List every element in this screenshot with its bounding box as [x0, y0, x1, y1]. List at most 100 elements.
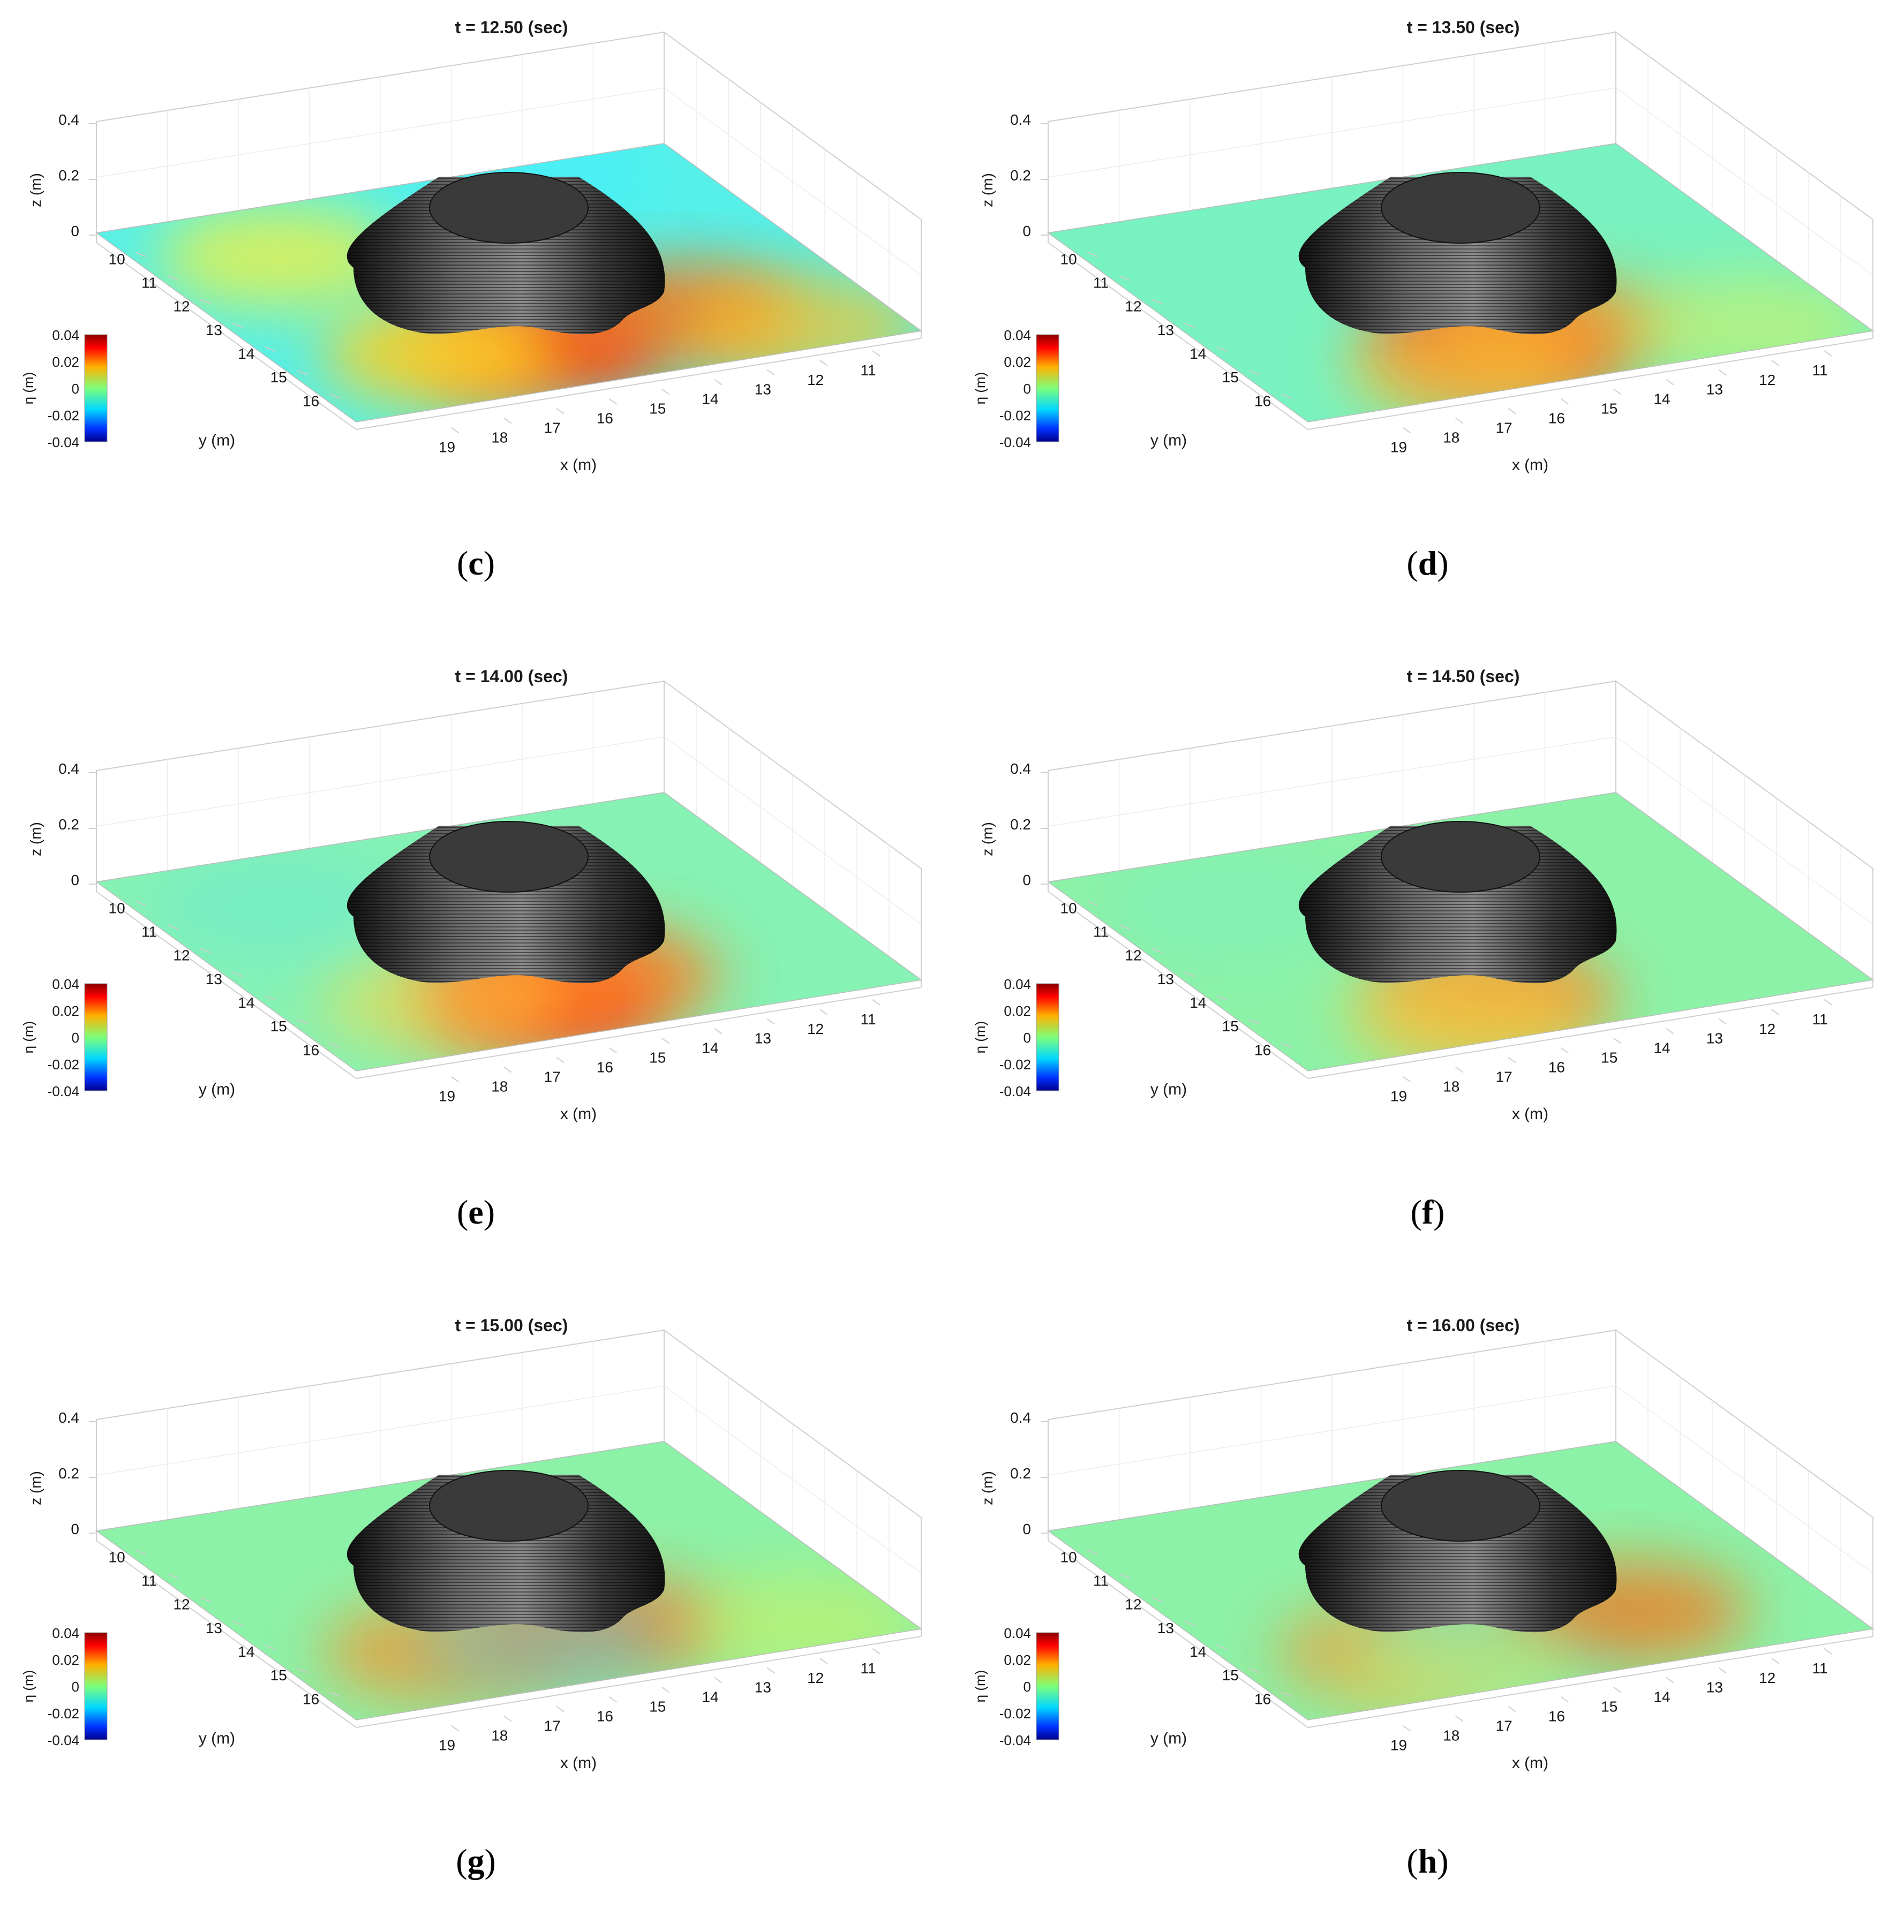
x-tick: [1508, 1705, 1516, 1712]
y-tick-label: 11: [1093, 274, 1109, 291]
surface-plot-e: t = 14.00 (sec)0.40.20z (m)1011121314151…: [20, 667, 922, 1123]
z-axis-label: z (m): [979, 173, 996, 207]
plane-edge: [1047, 143, 1874, 422]
colorbar-label: η (m): [972, 1670, 988, 1703]
x-tick-label: 18: [1443, 1078, 1459, 1095]
colorbar-tick-label: -0.02: [48, 1056, 79, 1073]
x-tick: [766, 369, 775, 376]
y-axis: 10 11 12 13 14 15 16 y (m): [109, 251, 341, 449]
y-tick: [1281, 1692, 1292, 1697]
y-tick: [1119, 924, 1131, 930]
x-tick-label: 12: [807, 1670, 824, 1686]
panel-label: (c): [0, 544, 952, 583]
z-tick-label: 0.4: [58, 760, 79, 777]
y-tick-label: 16: [303, 1691, 319, 1707]
y-tick: [135, 1550, 147, 1556]
y-tick: [297, 1019, 308, 1025]
x-tick-label: 17: [544, 1069, 561, 1085]
colorbar-label: η (m): [20, 1021, 36, 1054]
y-tick-label: 15: [1222, 369, 1239, 386]
x-tick: [1718, 1018, 1727, 1025]
conical-island: [347, 172, 665, 335]
x-tick-label: 18: [491, 429, 508, 446]
x-tick: [766, 1018, 775, 1025]
colorbar-tick-label: 0.04: [1004, 976, 1031, 992]
elevation-blob: [1343, 968, 1589, 1069]
y-tick: [1184, 971, 1195, 977]
y-tick: [1281, 1043, 1292, 1048]
colorbar-tick-label: -0.04: [48, 434, 79, 450]
panel-label-letter: h: [1418, 1842, 1438, 1880]
x-tick: [1824, 999, 1832, 1006]
colorbar-scale: [84, 334, 108, 442]
island-top: [429, 821, 589, 893]
plane-edge: [95, 1441, 922, 1720]
y-tick: [1119, 1573, 1131, 1579]
panel-label-open: (: [456, 544, 469, 582]
z-tick-label: 0.2: [58, 1465, 79, 1482]
y-tick: [297, 370, 308, 376]
x-tick-label: 11: [860, 1660, 876, 1677]
x-tick-label: 18: [491, 1727, 508, 1744]
conical-island: [347, 1470, 665, 1633]
x-tick-label: 15: [1601, 1050, 1617, 1066]
x-tick: [1560, 398, 1569, 405]
x-tick-label: 17: [1496, 1718, 1512, 1734]
colorbar-tick-label: 0: [72, 1679, 79, 1695]
panel-label-close: ): [1437, 1842, 1449, 1880]
x-tick-label: 11: [1812, 1660, 1827, 1677]
y-tick-label: 16: [303, 393, 319, 409]
z-axis: 0.4 0.2 0 z (m): [979, 760, 1048, 888]
grid-line: [96, 736, 922, 925]
y-tick-label: 14: [1190, 994, 1206, 1011]
y-tick-label: 14: [238, 1643, 254, 1660]
plane-edge: [95, 792, 922, 1071]
y-tick-label: 15: [270, 1667, 287, 1684]
z-tick-label: 0.4: [58, 111, 79, 128]
y-tick: [1152, 299, 1163, 305]
colorbar-tick-label: 0.02: [52, 1652, 79, 1668]
colorbar-tick-label: -0.02: [999, 1705, 1031, 1722]
panel-h: t = 16.00 (sec) 0.4 0.2 0 z (m) 10 11 12 13 14 15 1…: [952, 1298, 1903, 1932]
axis-front-edge: [1048, 242, 1873, 431]
y-tick: [329, 394, 341, 399]
panel-label: (g): [0, 1842, 952, 1881]
y-tick-label: 12: [173, 1596, 190, 1613]
y-tick: [200, 299, 212, 305]
colorbar-scale: [1036, 334, 1059, 442]
colorbar: 0.04 0.02 0 -0.02 -0.04 η (m): [972, 327, 1059, 450]
colorbar-tick-label: -0.04: [48, 1083, 79, 1099]
y-axis-label: y (m): [199, 432, 235, 449]
x-tick: [556, 1056, 565, 1063]
x-tick-label: 12: [1759, 372, 1775, 388]
x-tick-label: 16: [597, 1708, 613, 1725]
colorbar-scale: [1036, 1632, 1059, 1740]
elevation-blob: [680, 1574, 921, 1676]
panel-label-close: ): [483, 544, 495, 582]
elevation-blob: [321, 952, 568, 1053]
x-axis-label: x (m): [560, 1105, 597, 1123]
axis-front-edge: [1048, 1540, 1873, 1729]
panel-label-letter: c: [468, 544, 484, 582]
x-tick-label: 14: [1653, 1689, 1670, 1705]
x-tick: [1824, 1648, 1832, 1655]
x-tick: [714, 1677, 723, 1684]
z-tick-label: 0: [71, 1521, 79, 1537]
z-tick-label: 0: [1022, 872, 1031, 888]
x-tick-label: 18: [1443, 1727, 1459, 1744]
colorbar-tick-label: -0.02: [48, 407, 79, 424]
elevation-blob: [155, 855, 402, 957]
colorbar-tick-label: 0: [1024, 1679, 1031, 1695]
panel-label-open: (: [1406, 1842, 1418, 1880]
x-tick-label: 19: [439, 1088, 455, 1105]
x-tick: [1718, 1667, 1727, 1674]
panel-label-open: (: [1406, 544, 1418, 582]
plane-edge: [1047, 1441, 1874, 1720]
axis-front-edge: [96, 242, 922, 431]
y-tick: [329, 1043, 341, 1048]
colorbar-tick-label: 0: [1024, 1030, 1031, 1046]
panel-label-open: (: [456, 1842, 468, 1880]
panel-e: t = 14.00 (sec) 0.4 0.2 0 z (m) 10 11 12 13 14 15 1…: [0, 649, 952, 1283]
x-tick-label: 12: [807, 372, 824, 388]
x-tick: [503, 1066, 512, 1073]
